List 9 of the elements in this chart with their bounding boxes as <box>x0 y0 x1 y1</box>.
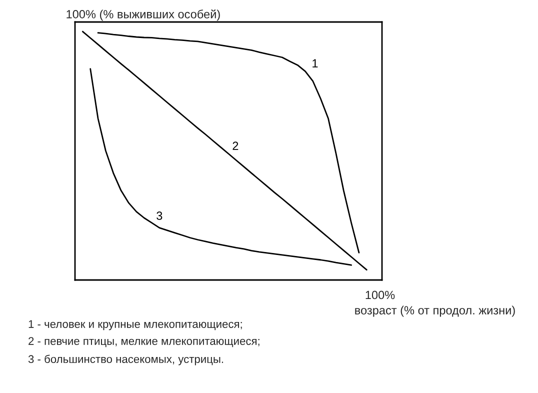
series-label: 1 <box>312 59 318 68</box>
series-label: 2 <box>232 142 238 150</box>
x-axis-title: возраст (% от продол. жизни) <box>355 306 515 317</box>
series-label: 3 <box>156 212 162 220</box>
text: 2 - певчие птицы, мелкие млекопитающиеся; <box>28 337 260 348</box>
text: 3 - большинство насекомых, устрицы. <box>28 354 224 366</box>
text: 1 - человек и крупные млекопитающиеся; <box>28 320 242 330</box>
text: 100% <box>366 290 395 300</box>
y-axis-title: 100% (% выживших особей) <box>66 10 220 21</box>
